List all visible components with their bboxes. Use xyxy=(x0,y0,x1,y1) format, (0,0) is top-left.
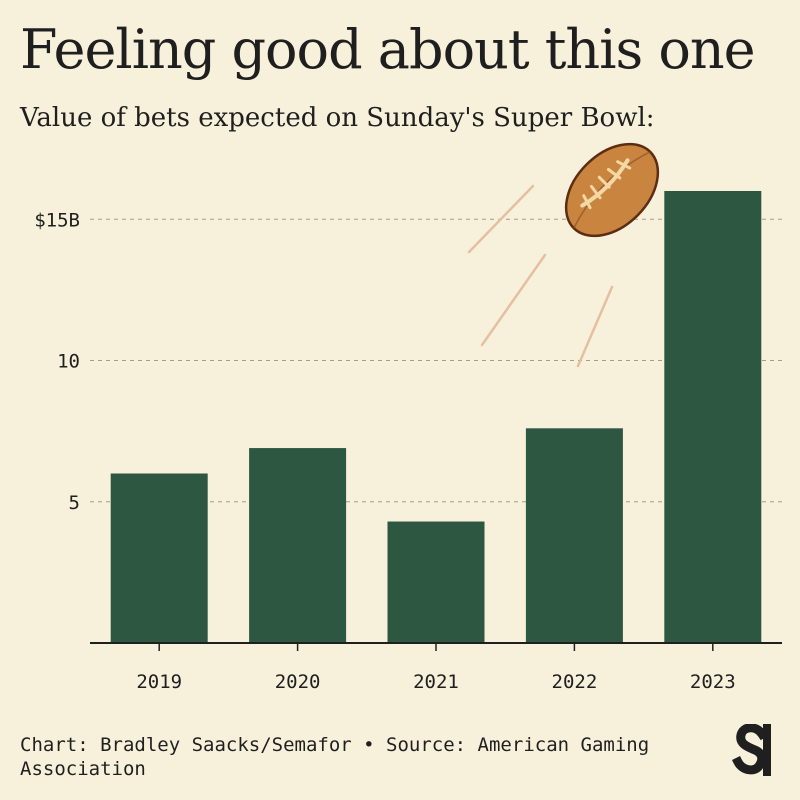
x-tick-label: 2021 xyxy=(413,671,459,693)
y-tick-label: $15B xyxy=(34,209,80,231)
motion-line-icon xyxy=(576,285,614,368)
motion-line-icon xyxy=(467,184,535,254)
chart-source-footer: Chart: Bradley Saacks/Semafor • Source: … xyxy=(20,734,650,780)
chart-title: Feeling good about this one xyxy=(20,18,756,81)
x-tick-label: 2020 xyxy=(275,671,321,693)
y-axis-ticks: 5 10 $15B xyxy=(34,209,80,514)
bar-2021 xyxy=(387,521,485,643)
motion-line-icon xyxy=(480,253,547,347)
x-tick-label: 2019 xyxy=(136,671,182,693)
x-tick-label: 2023 xyxy=(690,671,736,693)
bar-2023 xyxy=(664,191,762,643)
football-icon xyxy=(467,142,660,368)
y-tick-label: 5 xyxy=(69,492,80,514)
chart-subtitle: Value of bets expected on Sunday's Super… xyxy=(20,103,655,133)
bar-2020 xyxy=(249,448,347,643)
bar-2022 xyxy=(525,428,623,643)
x-tick-label: 2022 xyxy=(552,671,598,693)
bar-2019 xyxy=(110,473,208,643)
bar-layer xyxy=(110,191,762,643)
y-tick-label: 10 xyxy=(57,351,80,373)
semafor-logo-icon xyxy=(732,724,771,776)
x-axis-ticks: 2019 2020 2021 2022 2023 xyxy=(136,643,736,693)
football-ball-icon xyxy=(564,142,660,238)
